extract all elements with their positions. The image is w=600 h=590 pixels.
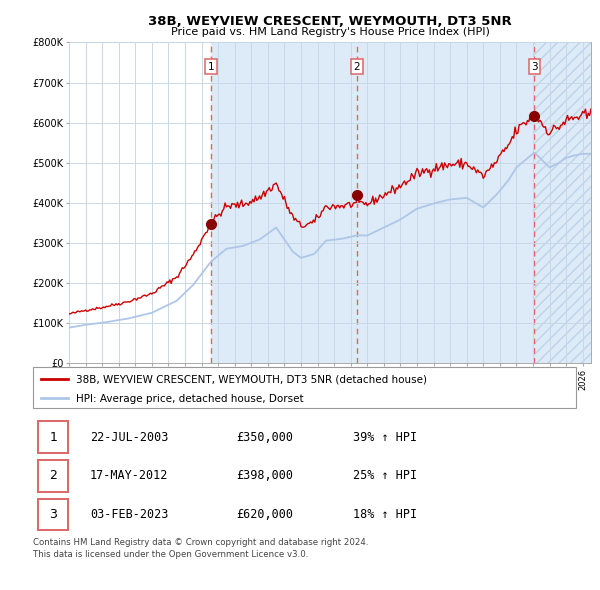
Text: This data is licensed under the Open Government Licence v3.0.: This data is licensed under the Open Gov… xyxy=(33,550,308,559)
Text: 2: 2 xyxy=(353,61,361,71)
Text: £620,000: £620,000 xyxy=(236,508,293,521)
Text: Price paid vs. HM Land Registry's House Price Index (HPI): Price paid vs. HM Land Registry's House … xyxy=(170,27,490,37)
Bar xyxy=(535,42,591,363)
FancyBboxPatch shape xyxy=(38,460,68,491)
Text: 3: 3 xyxy=(49,508,58,521)
Text: 03-FEB-2023: 03-FEB-2023 xyxy=(90,508,169,521)
Bar xyxy=(357,42,535,363)
Text: 25% ↑ HPI: 25% ↑ HPI xyxy=(353,470,418,483)
Bar xyxy=(211,42,357,363)
FancyBboxPatch shape xyxy=(33,367,576,408)
Text: 22-JUL-2003: 22-JUL-2003 xyxy=(90,431,169,444)
Text: 1: 1 xyxy=(49,431,58,444)
Text: 38B, WEYVIEW CRESCENT, WEYMOUTH, DT3 5NR (detached house): 38B, WEYVIEW CRESCENT, WEYMOUTH, DT3 5NR… xyxy=(76,375,427,384)
Text: £398,000: £398,000 xyxy=(236,470,293,483)
Text: 2: 2 xyxy=(49,470,58,483)
Bar xyxy=(535,42,591,363)
Text: 18% ↑ HPI: 18% ↑ HPI xyxy=(353,508,418,521)
Text: 17-MAY-2012: 17-MAY-2012 xyxy=(90,470,169,483)
Text: 1: 1 xyxy=(208,61,214,71)
FancyBboxPatch shape xyxy=(38,499,68,530)
Text: 3: 3 xyxy=(531,61,538,71)
Text: Contains HM Land Registry data © Crown copyright and database right 2024.: Contains HM Land Registry data © Crown c… xyxy=(33,538,368,547)
FancyBboxPatch shape xyxy=(38,421,68,453)
Text: 39% ↑ HPI: 39% ↑ HPI xyxy=(353,431,418,444)
Text: HPI: Average price, detached house, Dorset: HPI: Average price, detached house, Dors… xyxy=(76,394,304,404)
Text: £350,000: £350,000 xyxy=(236,431,293,444)
Text: 38B, WEYVIEW CRESCENT, WEYMOUTH, DT3 5NR: 38B, WEYVIEW CRESCENT, WEYMOUTH, DT3 5NR xyxy=(148,15,512,28)
